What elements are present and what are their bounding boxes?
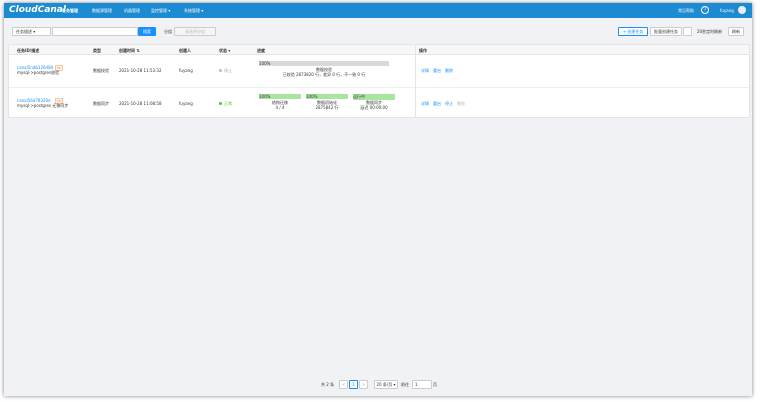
nav-item[interactable]: 监控管理 ▾ xyxy=(151,8,171,13)
create-button[interactable]: + 创建任务 xyxy=(618,27,648,36)
group-select[interactable]: 请选择分组 xyxy=(174,27,216,36)
row-divider xyxy=(9,87,749,88)
progress-detail: 延迟 00:00:00 xyxy=(360,105,388,110)
nav-item[interactable]: 机器管理 xyxy=(124,8,140,13)
page-size[interactable]: 20 条/页 ▾ xyxy=(374,380,398,389)
progress-bar: 100% xyxy=(259,61,389,66)
progress-detail: 已校验 2873820 行，差异 0 行，不一致 0 行 xyxy=(282,72,366,77)
goto-unit: 页 xyxy=(433,382,437,387)
op-link[interactable]: 详情 xyxy=(421,101,429,106)
goto-label: 前往 xyxy=(401,382,409,387)
op-link[interactable]: 重启 xyxy=(433,68,441,73)
task-tag: TS xyxy=(55,65,63,71)
user[interactable]: fuyang xyxy=(720,8,734,13)
group-label: 分组 xyxy=(164,29,172,34)
nav-item[interactable]: 数据源管理 xyxy=(92,8,112,13)
search-input[interactable] xyxy=(52,27,138,36)
search-field-select[interactable]: 任务描述 ▾ xyxy=(12,27,51,36)
op-link[interactable]: 停止 xyxy=(445,101,453,106)
progress-title: 数据校验 xyxy=(316,67,332,72)
status-dot xyxy=(219,101,222,105)
batch-button[interactable]: 批量创建任务 xyxy=(650,27,682,36)
prev[interactable]: < xyxy=(339,380,348,389)
logo: CloudCanal xyxy=(9,5,66,15)
progress-title: 数据同步 xyxy=(366,100,382,105)
task-type: 数据同步 xyxy=(93,101,109,106)
nav-bar: CloudCanal 任务管理 数据源管理 机器管理 监控管理 ▾ 系统管理 ▾… xyxy=(4,3,752,18)
progress-detail: 2875842 行 xyxy=(315,105,339,110)
nav-item[interactable]: 系统管理 ▾ xyxy=(184,8,204,13)
column-divider xyxy=(415,45,416,117)
goto-input[interactable]: 1 xyxy=(412,380,432,389)
task-status: 停止 xyxy=(224,68,232,73)
column-header: 创建人 xyxy=(179,48,191,53)
help-icon[interactable]: ? xyxy=(701,6,709,14)
task-desc: mysql->postgres 迁移同步 xyxy=(17,103,69,108)
column-header: 类型 xyxy=(93,48,101,53)
help[interactable]: 常见帮助 xyxy=(678,8,694,13)
progress-bar: 100% xyxy=(259,94,301,99)
progress-bar: 100% xyxy=(306,94,348,99)
progress-bar: 运行中 xyxy=(353,94,395,100)
total: 共 2 条 xyxy=(321,382,335,387)
task-time: 2021-10-28 11:53:32 xyxy=(119,68,162,73)
progress-title: 结构迁移 xyxy=(272,100,288,105)
task-creator: fuyang xyxy=(179,68,193,73)
page[interactable]: 1 xyxy=(349,380,358,389)
progress-detail: 4 / 4 xyxy=(275,105,285,110)
column-header: 任务ID/描述 xyxy=(17,48,40,53)
task-time: 2021-10-28 11:08:58 xyxy=(119,101,162,106)
task-tag: TS xyxy=(55,98,63,104)
task-id[interactable]: canal5ndb126480 xyxy=(17,65,54,70)
task-id[interactable]: canal56d78320e xyxy=(17,98,51,103)
column-header: 操作 xyxy=(419,48,427,53)
column-header: 进度 xyxy=(257,48,265,53)
search-button[interactable]: 搜索 xyxy=(138,27,156,36)
column-header: 状态 ▾ xyxy=(219,48,231,53)
task-desc: mysql->postgres校验 xyxy=(17,70,60,75)
nav-item[interactable]: 任务管理 xyxy=(62,8,78,13)
text: 任务描述 xyxy=(16,29,32,34)
window: CloudCanal 任务管理 数据源管理 机器管理 监控管理 ▾ 系统管理 ▾… xyxy=(4,3,752,396)
op-link[interactable]: 删除 xyxy=(457,101,465,106)
task-type: 数据校验 xyxy=(93,68,109,73)
refresh-button[interactable]: 刷新 xyxy=(728,27,744,36)
task-creator: fuyang xyxy=(179,101,193,106)
auto-refresh[interactable]: 20秒定时刷新 xyxy=(697,29,723,34)
avatar[interactable] xyxy=(738,6,746,14)
task-table: 任务ID/描述 类型 创建时间 ⇅ 创建人 状态 ▾ 进度 操作 canal5ndb12648… xyxy=(8,44,750,118)
fullscreen-button[interactable] xyxy=(683,27,692,36)
op-link[interactable]: 重启 xyxy=(433,101,441,106)
op-link[interactable]: 详情 xyxy=(421,68,429,73)
next[interactable]: > xyxy=(359,380,368,389)
task-status: 正常 xyxy=(224,101,232,106)
column-header: 创建时间 ⇅ xyxy=(119,48,140,53)
table-header xyxy=(9,45,749,55)
op-link[interactable]: 删除 xyxy=(445,68,453,73)
status-dot xyxy=(219,68,222,72)
progress-title: 数据初始化 xyxy=(317,100,337,105)
